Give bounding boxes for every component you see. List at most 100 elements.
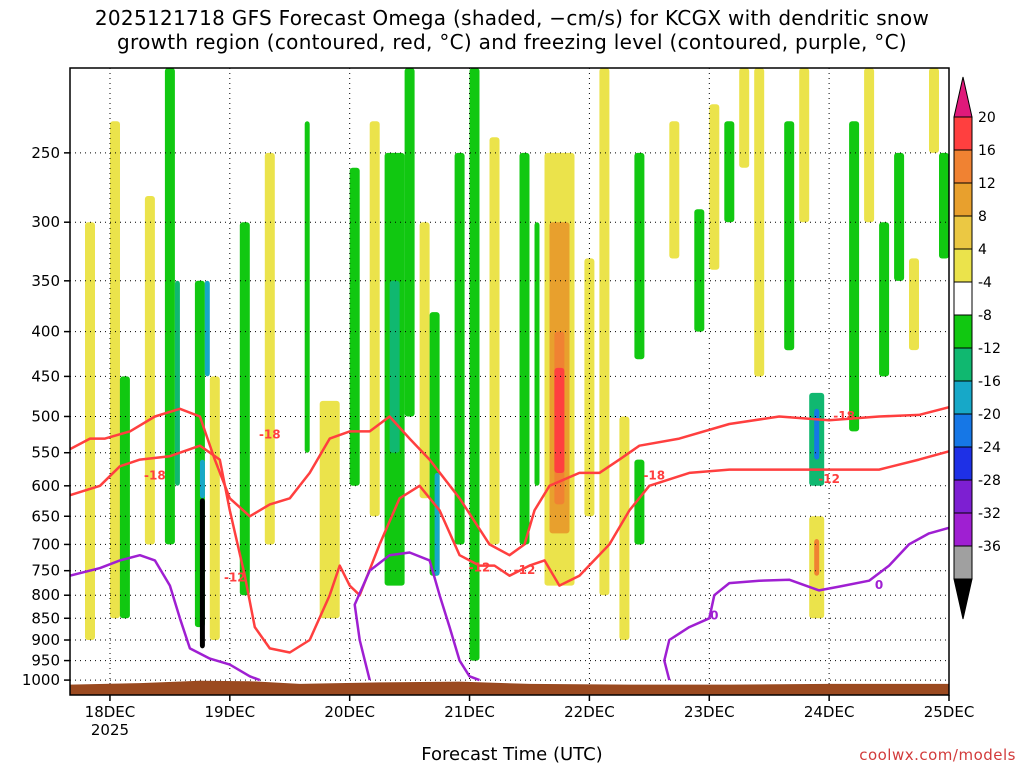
contour-label-2: -18 (259, 428, 281, 442)
omega-shade-42 (754, 68, 765, 377)
y-tick-label-450: 450 (31, 367, 60, 385)
y-tick-label-550: 550 (31, 444, 60, 462)
y-tick-label-800: 800 (31, 586, 60, 604)
y-tick-label-950: 950 (31, 652, 60, 670)
colorbar-label-4: 4 (978, 242, 987, 258)
omega-shade-34 (619, 416, 630, 640)
colorbar-seg-11 (953, 479, 973, 514)
colorbar-seg-0 (953, 116, 973, 151)
omega-shade-32 (584, 258, 595, 517)
omega-shade-11 (239, 222, 250, 596)
omega-shade-50 (864, 68, 875, 223)
contour-label-5: -18 (643, 469, 665, 483)
colorbar-label-13: -36 (978, 539, 1001, 555)
contour-label-8: 0 (710, 609, 718, 623)
x-tick-label-24DEC: 24DEC (804, 703, 855, 721)
title-line-1: 2025121718 GFS Forecast Omega (shaded, −… (94, 6, 930, 30)
contour-freezing-2 (70, 553, 261, 682)
colorbar-label-7: -12 (978, 341, 1001, 357)
omega-shade-53 (909, 258, 919, 351)
contour-label-6: -18 (833, 409, 855, 423)
x-tick-label-22DEC: 22DEC (564, 703, 615, 721)
credit-link[interactable]: coolwx.com/models (859, 746, 1016, 764)
contour-label-4: -12 (514, 563, 536, 577)
y-tick-label-900: 900 (31, 631, 60, 649)
omega-shade-54 (929, 68, 939, 153)
omega-shade-19 (404, 68, 415, 417)
colorbar-seg-1 (953, 149, 973, 184)
omega-shade-8 (199, 498, 205, 649)
contour-dgz-1 (70, 444, 949, 654)
omega-shade-33 (599, 68, 610, 596)
omega-shade-36 (634, 459, 645, 545)
contour-label-0: -18 (144, 469, 166, 483)
y-tick-label-700: 700 (31, 535, 60, 553)
y-tick-label-300: 300 (31, 213, 60, 231)
x-tick-sublabel-18DEC: 2025 (91, 721, 129, 739)
omega-shade-55 (939, 152, 949, 259)
colorbar-seg-10 (953, 446, 973, 481)
contour-label-1: -12 (224, 571, 246, 585)
x-axis-label: Forecast Time (UTC) (421, 744, 603, 765)
omega-shade-43 (784, 121, 795, 351)
x-tick-label-19DEC: 19DEC (205, 703, 256, 721)
colorbar-top-cap (953, 76, 973, 118)
omega-shade-27 (534, 222, 540, 486)
omega-shade-40 (724, 121, 735, 223)
colorbar-seg-9 (953, 413, 973, 448)
omega-shade-7 (204, 280, 210, 377)
colorbar-seg-8 (953, 380, 973, 415)
terrain-fill (70, 680, 949, 695)
contour-freezing-4 (663, 526, 949, 681)
omega-shade-31 (554, 367, 565, 473)
y-tick-label-750: 750 (31, 562, 60, 580)
colorbar-label-8: -16 (978, 374, 1001, 390)
y-tick-label-250: 250 (31, 144, 60, 162)
x-tick-label-23DEC: 23DEC (684, 703, 735, 721)
y-tick-label-600: 600 (31, 477, 60, 495)
omega-shade-39 (709, 104, 720, 270)
colorbar-label-0: 20 (978, 110, 996, 126)
colorbar-seg-4 (953, 248, 973, 283)
colorbar-label-1: 16 (978, 143, 996, 159)
colorbar-seg-3 (953, 215, 973, 250)
colorbar-seg-7 (953, 347, 973, 382)
omega-shade-44 (799, 68, 810, 223)
chart-title: 2025121718 GFS Forecast Omega (shaded, −… (0, 6, 1024, 54)
colorbar-label-11: -28 (978, 473, 1001, 489)
colorbar-label-10: -24 (978, 440, 1001, 456)
colorbar-label-6: -8 (978, 308, 992, 324)
colorbar-label-12: -32 (978, 506, 1001, 522)
contour-label-7: -12 (818, 472, 840, 486)
contour-label-3: -12 (469, 561, 491, 575)
y-tick-label-650: 650 (31, 507, 60, 525)
title-line-2: growth region (contoured, red, °C) and f… (117, 30, 907, 54)
omega-shade-12 (264, 152, 275, 545)
colorbar-bottom-cap (953, 578, 973, 620)
colorbar-seg-13 (953, 545, 973, 580)
contour-freezing-3 (353, 551, 480, 682)
colorbar-label-3: 8 (978, 209, 987, 225)
x-tick-label-21DEC: 21DEC (444, 703, 495, 721)
omega-shade-18 (389, 280, 400, 453)
omega-shade-52 (894, 152, 905, 281)
omega-shade-14 (319, 400, 340, 619)
omega-shade-26 (519, 152, 530, 545)
y-tick-label-500: 500 (31, 407, 60, 425)
omega-shade-9 (199, 459, 205, 499)
omega-shade-20 (419, 222, 430, 499)
omega-shade-13 (304, 121, 310, 453)
x-tick-label-20DEC: 20DEC (324, 703, 375, 721)
omega-shade-49 (849, 121, 860, 432)
omega-shade-23 (454, 152, 465, 545)
omega-shade-16 (369, 121, 380, 517)
contour-dgz-0 (70, 405, 949, 557)
x-tick-label-25DEC: 25DEC (924, 703, 975, 721)
colorbar-label-2: 12 (978, 176, 996, 192)
colorbar-seg-12 (953, 512, 973, 547)
axes: 250 300 350 400 450 500 550 600 650 700 750 800 850 9… (22, 144, 974, 739)
omega-shade-5 (174, 280, 180, 486)
colorbar-seg-6 (953, 314, 973, 349)
y-tick-label-350: 350 (31, 272, 60, 290)
